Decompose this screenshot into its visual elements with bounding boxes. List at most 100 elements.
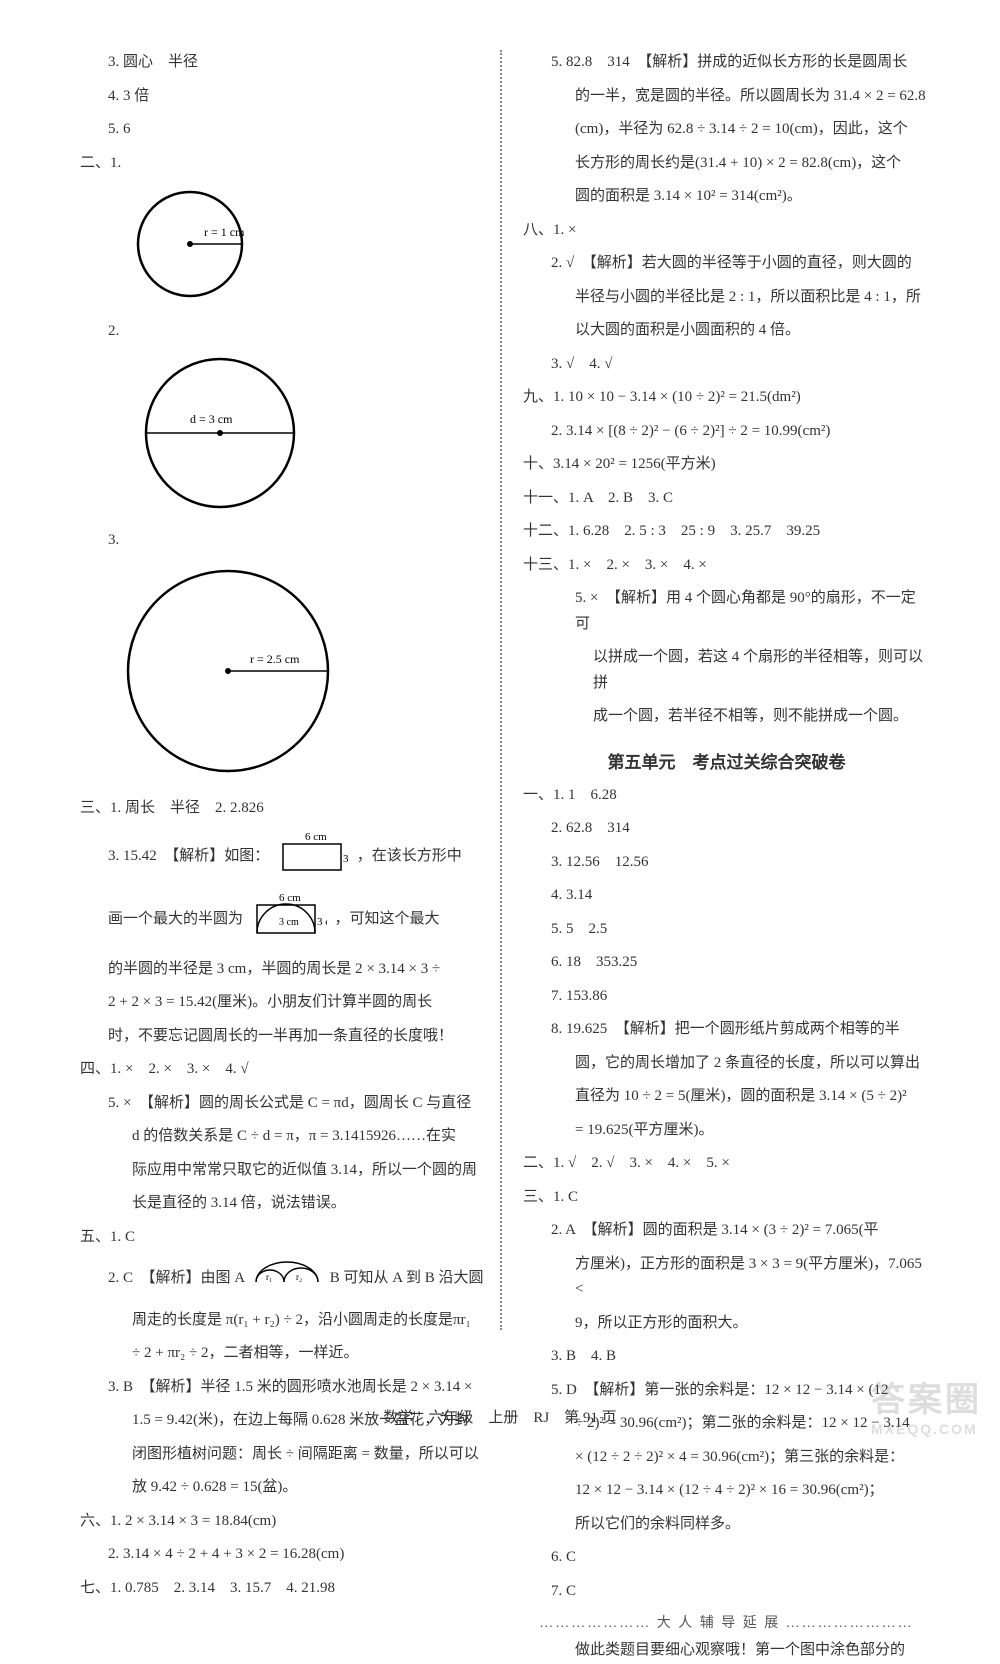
u3-6: 6. C (523, 1545, 930, 1571)
tail-line: 做此类题目要细心观察哦！第一个图中涂色部分的 (523, 1638, 930, 1664)
svg-text:r₁: r₁ (266, 1272, 272, 1282)
u3-7: 7. C (523, 1579, 930, 1605)
sec9-1: 九、1. 10 × 10 − 3.14 × (10 ÷ 2)² = 21.5(d… (523, 385, 930, 411)
r5c: (cm)，半径为 62.8 ÷ 3.14 ÷ 2 = 10(cm)，因此，这个 (523, 117, 930, 143)
circle-figure-3: r = 2.5 cm (110, 561, 487, 786)
u1-8b: 圆，它的周长增加了 2 条直径的长度，所以可以算出 (523, 1051, 930, 1077)
svg-text:r₂: r₂ (296, 1272, 302, 1282)
u1-7: 7. 153.86 (523, 984, 930, 1010)
unit-title: 第五单元 考点过关综合突破卷 (523, 748, 930, 773)
sec5-3c: 闭图形植树问题：周长 ÷ 间隔距离 = 数量，所以可以 (80, 1442, 487, 1468)
sec4-5a: 5. × 【解析】圆的周长公式是 C = πd，圆周长 C 与直径 (80, 1091, 487, 1117)
sec5-2a: 2. C 【解析】由图 A r₁ r₂ B 可知从 A 到 B 沿大圆 (80, 1258, 487, 1300)
item-4: 4. 3 倍 (80, 84, 487, 110)
sec4-5c: 际应用中常常只取它的近似值 3.14，所以一个圆的周 (80, 1158, 487, 1184)
sec8-2a: 2. √ 【解析】若大圆的半径等于小圆的直径，则大圆的 (523, 251, 930, 277)
fig3-label: r = 2.5 cm (250, 652, 300, 666)
svg-text:3 cm: 3 cm (317, 916, 327, 928)
section-7-1: 七、1. 0.785 2. 3.14 3. 15.7 4. 21.98 (80, 1576, 487, 1602)
u1-5: 5. 5 2.5 (523, 917, 930, 943)
watermark: 答案圈 MXEQQ.COM (871, 1372, 982, 1437)
section-4-1: 四、1. × 2. × 3. × 4. √ (80, 1057, 487, 1083)
two-arc-diagram: r₁ r₂ (252, 1258, 322, 1300)
item-5: 5. 6 (80, 117, 487, 143)
u3-2b: 方厘米)，正方形的面积是 3 × 3 = 9(平方厘米)，7.065 < (523, 1252, 930, 1303)
sec5-2c: ÷ 2 + πr₂ ÷ 2，二者相等，一样近。 (80, 1341, 487, 1367)
u3-1: 三、1. C (523, 1185, 930, 1211)
u1-1: 一、1. 1 6.28 (523, 783, 930, 809)
sec9-2: 2. 3.14 × [(8 ÷ 2)² − (6 ÷ 2)²] ÷ 2 = 10… (523, 419, 930, 445)
sec13-5c: 成一个圆，若半径不相等，则不能拼成一个圆。 (523, 704, 930, 730)
r5b: 的一半，宽是圆的半径。所以圆周长为 31.4 × 2 = 62.8 (523, 84, 930, 110)
sec3-3c: 的半圆的半径是 3 cm，半圆的周长是 2 × 3.14 × 3 ÷ (80, 957, 487, 983)
u1-8a: 8. 19.625 【解析】把一个圆形纸片剪成两个相等的半 (523, 1017, 930, 1043)
fig2-num: 2. (80, 319, 487, 345)
extension-divider: ………………… 大 人 辅 导 延 展 …………………… (523, 1612, 930, 1632)
sec8-2b: 半径与小圆的半径比是 2 : 1，所以面积比是 4 : 1，所 (523, 285, 930, 311)
section-5-1: 五、1. C (80, 1225, 487, 1251)
u1-8d: = 19.625(平方厘米)。 (523, 1118, 930, 1144)
sec5-2a-tail: B 可知从 A 到 B 沿大圆 (330, 1270, 484, 1286)
u3-5a: 5. D 【解析】第一张的余料是：12 × 12 − 3.14 × (12 (523, 1378, 930, 1404)
sec8-1: 八、1. × (523, 218, 930, 244)
semicircle-diagram: 6 cm 3 cm 3 cm (251, 891, 327, 949)
sec13-5a: 5. × 【解析】用 4 个圆心角都是 90°的扇形，不一定可 (523, 586, 930, 637)
sec13-1: 十三、1. × 2. × 3. × 4. × (523, 553, 930, 579)
section-6-1: 六、1. 2 × 3.14 × 3 = 18.84(cm) (80, 1509, 487, 1535)
column-divider (500, 50, 502, 1330)
section-3-3a: 3. 15.42 【解析】如图： 6 cm 3 cm ，在该长方形中 (80, 830, 487, 884)
sec8-2c: 以大圆的面积是小圆面积的 4 倍。 (523, 318, 930, 344)
sec10: 十、3.14 × 20² = 1256(平方米) (523, 452, 930, 478)
svg-text:6 cm: 6 cm (305, 831, 327, 843)
sec3-3a-tail: ，在该长方形中 (357, 848, 462, 864)
u3-5e: 所以它们的余料同样多。 (523, 1512, 930, 1538)
two-column-layout: 3. 圆心 半径 4. 3 倍 5. 6 二、1. r = 1 cm 2. d … (80, 50, 930, 1350)
u1-4: 4. 3.14 (523, 883, 930, 909)
u2: 二、1. √ 2. √ 3. × 4. × 5. × (523, 1151, 930, 1177)
watermark-small: MXEQQ.COM (871, 1421, 982, 1437)
page-footer: 数学 六年级 上册 RJ 第 91 页 (0, 1406, 1000, 1427)
u3-5d: 12 × 12 − 3.14 × (12 ÷ 4 ÷ 2)² × 16 = 30… (523, 1478, 930, 1504)
u3-5c: × (12 ÷ 2 ÷ 2)² × 4 = 30.96(cm²)；第三张的余料是… (523, 1445, 930, 1471)
r5a: 5. 82.8 314 【解析】拼成的近似长方形的长是圆周长 (523, 50, 930, 76)
section-6-2: 2. 3.14 × 4 ÷ 2 + 4 + 3 × 2 = 16.28(cm) (80, 1542, 487, 1568)
fig2-label: d = 3 cm (190, 412, 233, 426)
section-3-1: 三、1. 周长 半径 2. 2.826 (80, 796, 487, 822)
item-3: 3. 圆心 半径 (80, 50, 487, 76)
section-3-3b: 画一个最大的半圆为 6 cm 3 cm 3 cm ，可知这个最大 (80, 891, 487, 949)
sec3-3b-text: 画一个最大的半圆为 (108, 911, 243, 927)
u1-3: 3. 12.56 12.56 (523, 850, 930, 876)
u1-6: 6. 18 353.25 (523, 950, 930, 976)
rect-diagram: 6 cm 3 cm (277, 830, 349, 884)
sec3-3a-text: 3. 15.42 【解析】如图： (108, 848, 269, 864)
svg-text:6 cm: 6 cm (279, 892, 301, 904)
sec4-5b: d 的倍数关系是 C ÷ d = π，π = 3.1415926……在实 (80, 1124, 487, 1150)
circle-figure-1: r = 1 cm (130, 184, 487, 309)
r5d: 长方形的周长约是(31.4 + 10) × 2 = 82.8(cm)，这个 (523, 151, 930, 177)
fig3-num: 3. (80, 528, 487, 554)
watermark-big: 答案圈 (871, 1381, 982, 1419)
sec5-3d: 放 9.42 ÷ 0.628 = 15(盆)。 (80, 1475, 487, 1501)
section-2: 二、1. (80, 151, 487, 177)
sec5-3a: 3. B 【解析】半径 1.5 米的圆形喷水池周长是 2 × 3.14 × (80, 1375, 487, 1401)
sec5-2a-head: 2. C 【解析】由图 A (108, 1270, 244, 1286)
u1-2: 2. 62.8 314 (523, 816, 930, 842)
svg-text:3 cm: 3 cm (343, 853, 349, 865)
svg-text:3 cm: 3 cm (279, 917, 299, 928)
u3-34: 3. B 4. B (523, 1344, 930, 1370)
u3-2c: 9，所以正方形的面积大。 (523, 1311, 930, 1337)
sec13-5b: 以拼成一个圆，若这 4 个扇形的半径相等，则可以拼 (523, 645, 930, 696)
left-column: 3. 圆心 半径 4. 3 倍 5. 6 二、1. r = 1 cm 2. d … (80, 50, 493, 1350)
r5e: 圆的面积是 3.14 × 10² = 314(cm²)。 (523, 184, 930, 210)
fig1-label: r = 1 cm (204, 225, 245, 239)
circle-figure-2: d = 3 cm (130, 353, 487, 518)
sec8-34: 3. √ 4. √ (523, 352, 930, 378)
sec5-2b: 周走的长度是 π(r₁ + r₂) ÷ 2，沿小圆周走的长度是πr₁ (80, 1308, 487, 1334)
right-column: 5. 82.8 314 【解析】拼成的近似长方形的长是圆周长 的一半，宽是圆的半… (517, 50, 930, 1350)
sec12: 十二、1. 6.28 2. 5 : 3 25 : 9 3. 25.7 39.25 (523, 519, 930, 545)
sec3-3e: 时，不要忘记圆周长的一半再加一条直径的长度哦！ (80, 1024, 487, 1050)
sec3-3d: 2 + 2 × 3 = 15.42(厘米)。小朋友们计算半圆的周长 (80, 990, 487, 1016)
sec4-5d: 长是直径的 3.14 倍，说法错误。 (80, 1191, 487, 1217)
sec11: 十一、1. A 2. B 3. C (523, 486, 930, 512)
u3-2a: 2. A 【解析】圆的面积是 3.14 × (3 ÷ 2)² = 7.065(平 (523, 1218, 930, 1244)
